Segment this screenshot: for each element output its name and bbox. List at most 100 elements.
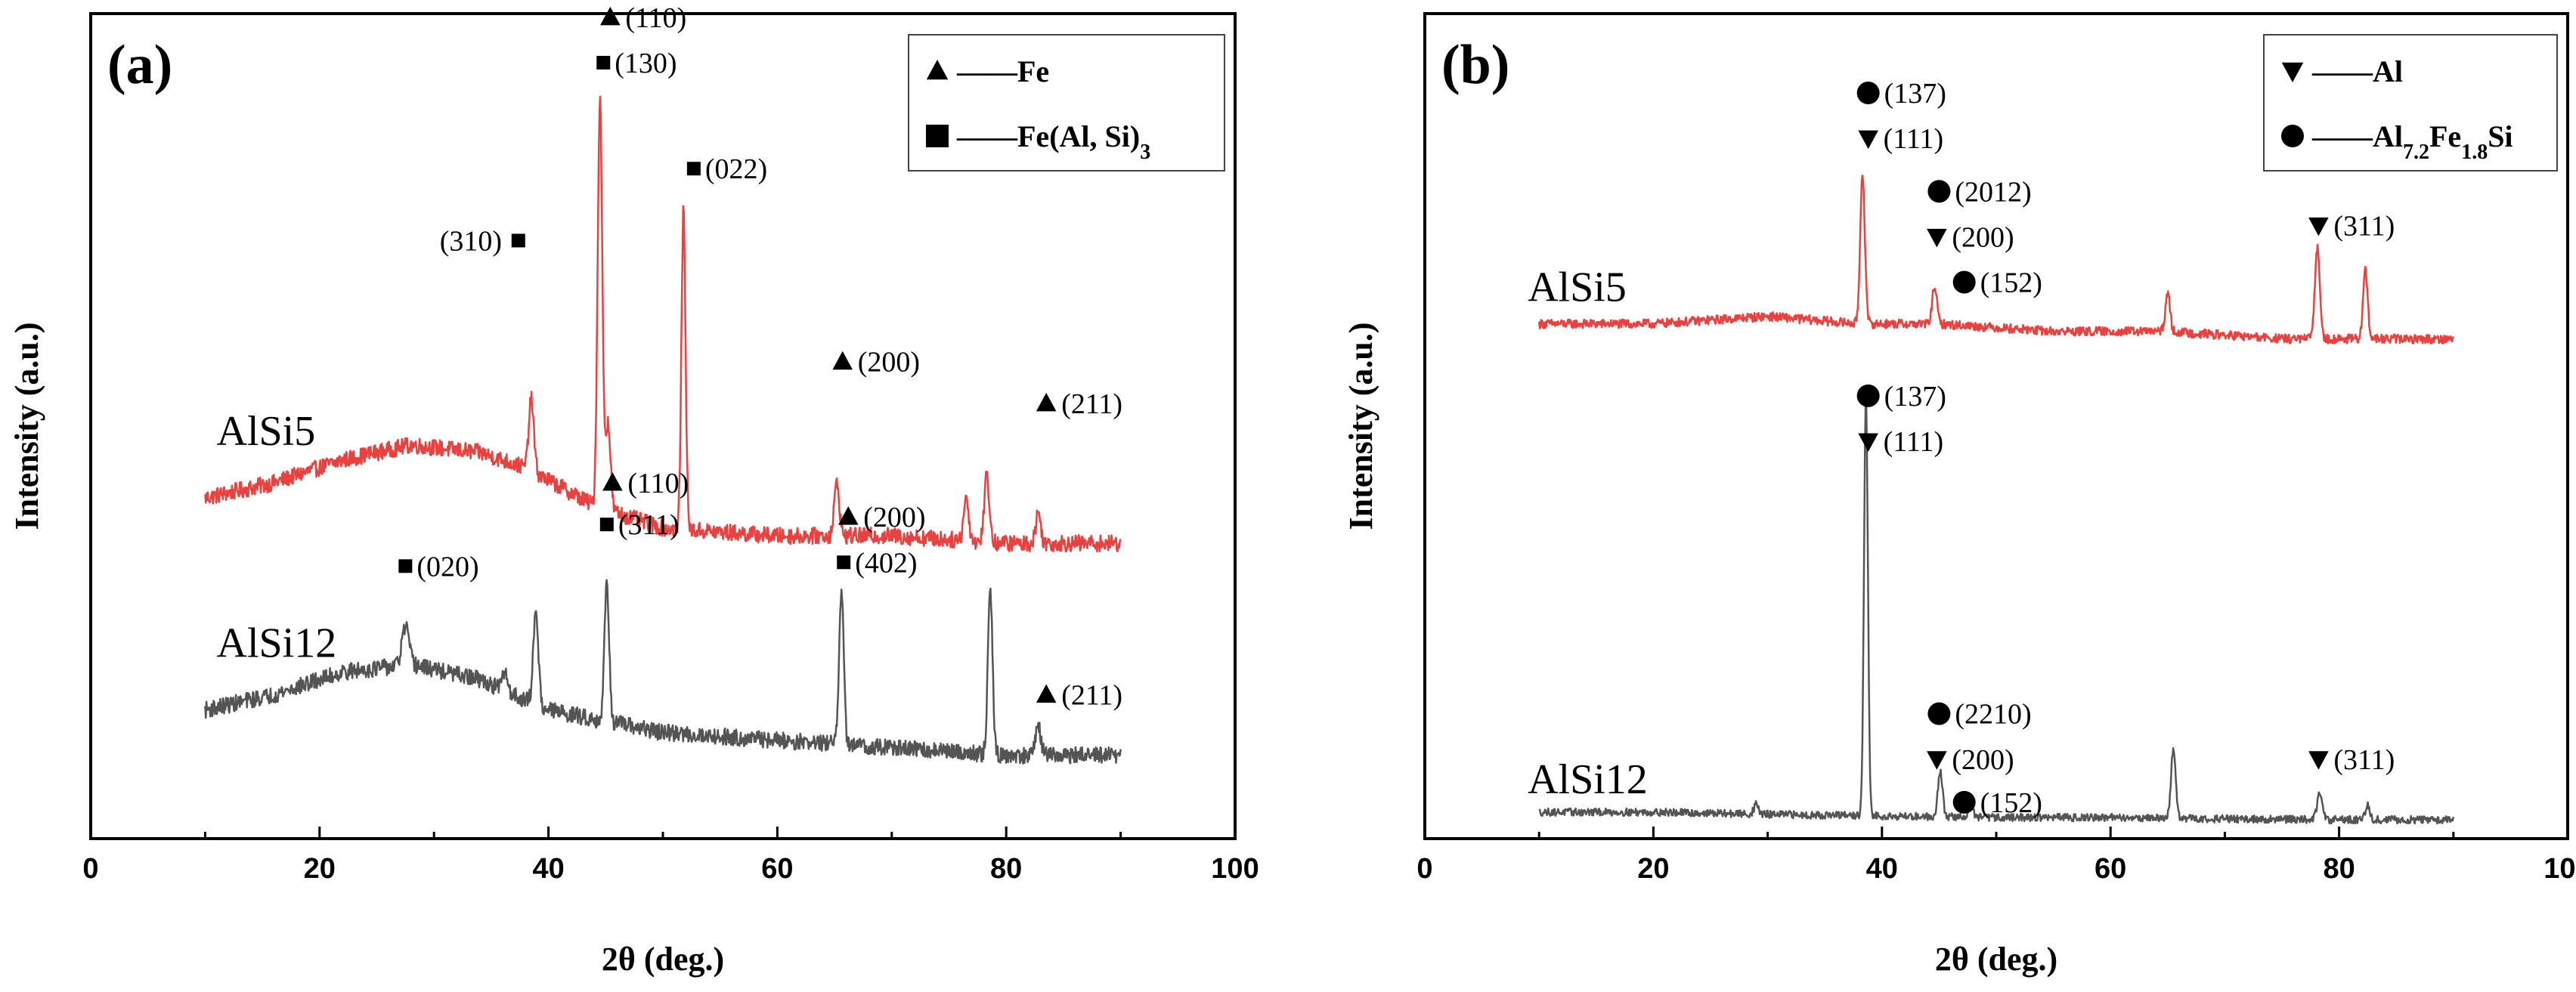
triangle-up-icon (1036, 684, 1057, 703)
peak-annotation: (211) (1036, 388, 1122, 420)
peak-annotation: (402) (837, 547, 918, 579)
triangle-down-icon (2308, 217, 2329, 236)
legend-box (908, 34, 1225, 172)
series-label-alsi5: AlSi5 (1528, 264, 1627, 311)
legend: ——Fe ——Fe(Al, Si)3 (908, 34, 1225, 172)
peak-label: (2210) (1955, 699, 2031, 731)
peak-annotation: (111) (1858, 426, 1943, 458)
peak-label: (130) (615, 48, 677, 79)
triangle-down-icon (2281, 62, 2304, 82)
square-icon (837, 555, 851, 570)
x-axis-title: 2θ (deg.) (1935, 941, 2057, 978)
peak-label: (200) (858, 347, 920, 379)
peak-annotation: (211) (1036, 680, 1122, 712)
y-axis-title: Intensity (a.u.) (1342, 322, 1379, 530)
x-tick-label: 0 (82, 853, 98, 885)
peak-annotation: (2210) (1927, 699, 2032, 731)
x-tick-label: 100 (1211, 853, 1259, 885)
peak-annotation: (311) (2308, 210, 2395, 242)
peak-label: (152) (1980, 787, 2042, 819)
peak-annotation: (111) (1858, 123, 1943, 155)
x-tick-label: 60 (2095, 853, 2126, 885)
peak-annotation: (152) (1952, 267, 2042, 299)
peak-annotation: (200) (838, 502, 926, 533)
square-icon (398, 559, 413, 573)
series-label-alsi5: AlSi5 (217, 408, 316, 455)
square-icon (599, 518, 614, 532)
square-icon (686, 162, 701, 176)
legend-entry-label: ——Al7.2Fe1.8Si (2311, 119, 2513, 164)
circle-icon (1952, 270, 1976, 294)
square-icon (926, 125, 949, 147)
triangle-up-icon (838, 506, 859, 525)
x-tick-label: 100 (2543, 853, 2576, 885)
panel-a: 0 20 40 60 80 100 2θ (deg.) Intensity (a.u.) (a)… (8, 2, 1259, 978)
peak-label: (311) (2333, 744, 2395, 776)
x-tick-label: 20 (304, 853, 336, 885)
peak-annotation: (020) (398, 551, 479, 583)
peak-annotation: (137) (1856, 381, 1946, 413)
legend-entry-label: ——Fe(Al, Si)3 (956, 119, 1150, 164)
legend: ——Al ——Al7.2Fe1.8Si (2263, 34, 2558, 172)
peak-annotation: (311) (2308, 744, 2395, 776)
legend-entry-label: ——Fe (956, 54, 1049, 88)
series-line-alsi5 (1537, 175, 2454, 345)
circle-icon (1952, 790, 1976, 814)
circle-icon (2281, 125, 2304, 147)
peak-annotation: (311) (599, 509, 680, 541)
peak-annotation: (200) (1927, 744, 2014, 776)
legend-box (2263, 34, 2558, 172)
square-icon (511, 233, 525, 248)
peak-annotation: (110) (600, 2, 686, 34)
y-axis-title: Intensity (a.u.) (8, 322, 45, 530)
peak-label: (200) (863, 502, 925, 533)
peak-annotation: (2012) (1927, 176, 2032, 208)
peak-label: (137) (1884, 78, 1946, 110)
legend-entry-label: ——Al (2311, 54, 2403, 88)
peak-annotation: (022) (686, 153, 767, 185)
peak-label: (111) (1884, 426, 1944, 458)
peak-label: (211) (1061, 388, 1122, 420)
triangle-down-icon (2308, 751, 2329, 770)
circle-icon (1927, 180, 1951, 203)
peak-label: (111) (1884, 123, 1944, 155)
x-tick-label: 40 (532, 853, 564, 885)
triangle-down-icon (1927, 228, 1947, 248)
x-tick-label: 0 (1416, 853, 1432, 885)
peak-label: (200) (1952, 221, 2014, 253)
peak-annotation: (200) (832, 347, 920, 379)
peak-label: (311) (618, 509, 680, 541)
triangle-up-icon (602, 472, 623, 491)
peak-label: (402) (855, 547, 917, 579)
peak-annotation: (152) (1952, 787, 2042, 819)
triangle-down-icon (1858, 433, 1878, 452)
circle-icon (1927, 702, 1951, 725)
triangle-up-icon (600, 6, 621, 26)
panel-label: (b) (1441, 34, 1509, 96)
peak-label: (211) (1061, 680, 1122, 712)
series-label-alsi12: AlSi12 (1528, 756, 1648, 803)
peak-label: (137) (1884, 381, 1946, 413)
peak-label: (311) (2333, 210, 2395, 242)
peak-label: (022) (705, 153, 767, 185)
triangle-down-icon (1927, 751, 1947, 770)
triangle-up-icon (832, 351, 853, 370)
panel-label: (a) (107, 34, 172, 96)
peak-annotation: (310) (440, 225, 525, 257)
series-line-alsi5 (204, 95, 1122, 553)
peak-label: (110) (627, 468, 689, 499)
peak-annotation: (130) (596, 48, 677, 79)
x-tick-label: 20 (1637, 853, 1669, 885)
x-tick-label: 80 (990, 853, 1022, 885)
triangle-up-icon (926, 60, 949, 80)
peak-annotation: (137) (1856, 78, 1946, 110)
series-line-alsi12 (1538, 400, 2455, 825)
peak-label: (110) (625, 2, 686, 34)
panel-b: 0 20 40 60 80 100 2θ (deg.) Intensity (a.u.) (b)… (1342, 12, 2576, 978)
peak-label: (2012) (1955, 176, 2031, 208)
x-axis-title: 2θ (deg.) (602, 941, 724, 978)
peak-annotation: (200) (1927, 221, 2014, 253)
series-label-alsi12: AlSi12 (217, 620, 337, 667)
x-tick-label: 40 (1866, 853, 1898, 885)
